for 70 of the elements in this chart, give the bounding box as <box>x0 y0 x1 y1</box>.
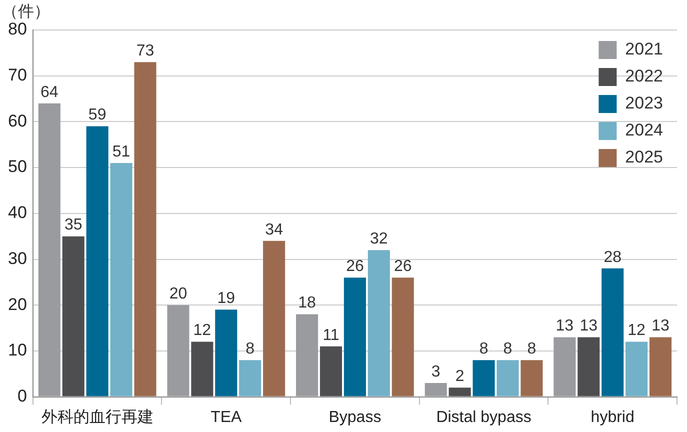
data-label: 59 <box>88 106 106 124</box>
bar <box>554 337 576 396</box>
y-tick-label: 80 <box>8 20 27 39</box>
bar <box>239 360 262 396</box>
data-label: 8 <box>479 340 488 358</box>
bar <box>263 240 286 396</box>
bar <box>520 360 543 396</box>
y-axis-title: （件） <box>2 3 50 20</box>
data-label: 8 <box>503 340 512 358</box>
data-label: 12 <box>628 322 646 340</box>
data-label: 18 <box>298 294 316 312</box>
bar <box>167 305 190 396</box>
y-tick-label: 50 <box>8 157 27 176</box>
x-tick-label: hybrid <box>590 408 634 426</box>
y-tick-label: 70 <box>8 66 27 85</box>
bar <box>296 314 318 396</box>
y-tick-label: 60 <box>8 111 27 130</box>
data-label: 13 <box>556 318 574 335</box>
legend-label: 2024 <box>625 120 664 140</box>
x-tick-label: Distal bypass <box>436 408 532 426</box>
bar <box>424 383 447 396</box>
data-label: 73 <box>136 42 154 60</box>
bar <box>649 337 672 396</box>
legend-label: 2023 <box>625 94 664 113</box>
bar <box>320 346 342 396</box>
data-label: 34 <box>265 221 284 238</box>
legend-label: 2022 <box>625 66 664 86</box>
data-label: 19 <box>217 290 236 308</box>
data-label: 26 <box>394 258 412 275</box>
legend-label: 2021 <box>625 40 664 59</box>
bar <box>62 236 84 396</box>
bar <box>215 310 238 396</box>
data-label: 64 <box>40 84 58 101</box>
data-label: 13 <box>652 318 670 335</box>
x-tick-label: Bypass <box>328 408 382 426</box>
bar <box>86 126 108 396</box>
data-label: 28 <box>604 248 622 266</box>
y-tick-label: 40 <box>8 203 27 222</box>
data-label: 2 <box>455 368 464 386</box>
bar <box>496 360 519 396</box>
bar <box>110 162 132 396</box>
y-tick-label: 10 <box>8 340 27 360</box>
bar <box>578 337 600 396</box>
bar <box>472 360 495 396</box>
data-label: 51 <box>112 143 130 160</box>
data-label: 8 <box>246 340 255 358</box>
data-label: 11 <box>322 326 340 344</box>
data-label: 8 <box>527 340 536 358</box>
bar <box>134 62 156 396</box>
data-label: 3 <box>431 363 440 380</box>
y-tick-label: 0 <box>17 386 27 406</box>
legend-label: 2025 <box>625 148 664 167</box>
bar <box>191 342 214 396</box>
x-tick-label: TEA <box>210 408 242 426</box>
bar <box>392 278 414 396</box>
bar <box>626 342 648 396</box>
bar <box>38 103 60 396</box>
data-label: 26 <box>346 258 364 275</box>
bar <box>344 278 366 396</box>
bar <box>368 250 390 396</box>
y-tick-label: 30 <box>8 248 27 268</box>
y-tick-label: 20 <box>8 294 27 314</box>
data-label: 12 <box>193 322 212 340</box>
data-label: 13 <box>580 318 598 335</box>
data-label: 20 <box>169 286 188 303</box>
data-label: 35 <box>64 216 82 234</box>
x-tick-label: 外科的血行再建 <box>41 408 154 426</box>
data-label: 32 <box>370 230 388 248</box>
bar <box>602 268 624 396</box>
bar <box>448 388 471 396</box>
